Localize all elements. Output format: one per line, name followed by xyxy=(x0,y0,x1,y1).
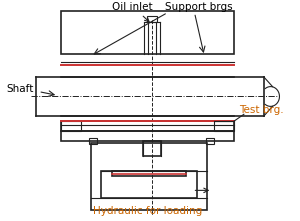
Bar xyxy=(143,141,161,156)
Text: Support brgs: Support brgs xyxy=(165,2,232,11)
Bar xyxy=(61,11,234,54)
Bar xyxy=(91,143,207,210)
Text: Shaft: Shaft xyxy=(7,84,34,93)
Bar xyxy=(206,138,214,144)
Text: Oil inlet: Oil inlet xyxy=(112,2,153,22)
Bar xyxy=(214,121,234,131)
Bar xyxy=(61,121,234,131)
Bar xyxy=(147,16,157,22)
Text: Test brg.: Test brg. xyxy=(239,105,284,115)
Bar xyxy=(100,171,197,198)
Bar xyxy=(89,138,97,144)
Text: Hydraulic for loading: Hydraulic for loading xyxy=(93,206,202,216)
Bar xyxy=(112,171,186,175)
Bar xyxy=(61,131,234,141)
Bar xyxy=(61,121,81,131)
